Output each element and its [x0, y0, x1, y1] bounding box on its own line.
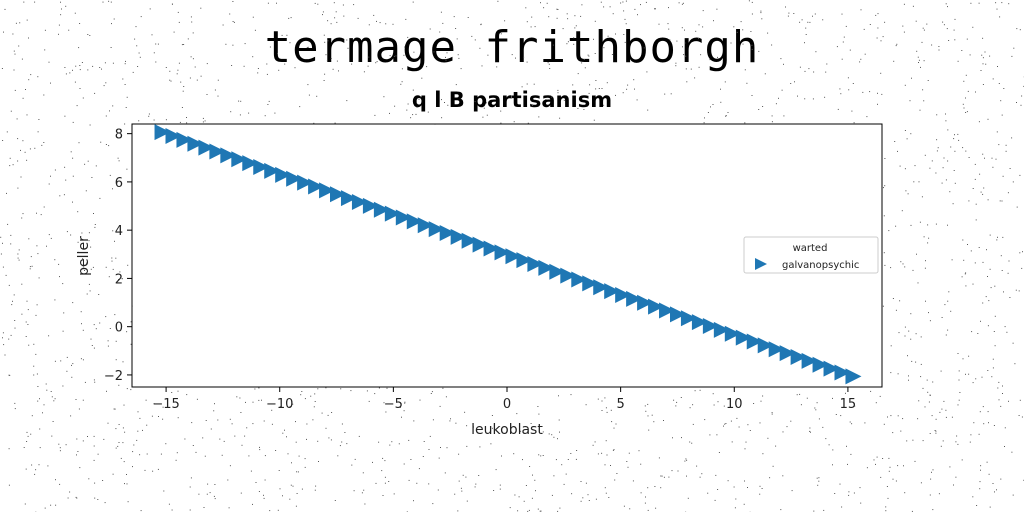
data-points	[154, 124, 862, 385]
data-point	[724, 325, 741, 342]
y-tick-label: 2	[115, 272, 123, 287]
legend-box	[743, 236, 879, 274]
data-point	[319, 182, 336, 199]
data-point	[768, 341, 785, 358]
data-point	[637, 294, 654, 311]
x-axis-label: leukoblast	[471, 422, 543, 438]
data-point	[604, 283, 621, 300]
data-point	[373, 201, 390, 218]
legend: warted galvanopsychic	[743, 236, 879, 274]
data-point	[713, 321, 730, 338]
data-point	[253, 159, 270, 176]
data-point	[757, 337, 774, 354]
data-point	[176, 131, 193, 148]
y-axis: −2 0 2 4 6 8	[104, 128, 132, 384]
data-point	[659, 302, 676, 319]
data-point	[275, 166, 292, 183]
data-point	[615, 287, 632, 304]
x-tick-label: −10	[266, 397, 293, 412]
data-point	[648, 298, 665, 315]
data-point	[428, 221, 445, 238]
data-point	[198, 139, 215, 156]
data-point	[406, 213, 423, 230]
data-point	[351, 193, 368, 210]
data-point	[231, 151, 248, 168]
data-point	[801, 352, 818, 369]
data-point	[483, 240, 500, 257]
data-point	[165, 128, 182, 145]
data-point	[845, 368, 862, 385]
data-point	[560, 267, 577, 284]
chart-title: q l B partisanism	[411, 88, 613, 112]
data-point	[439, 224, 456, 241]
data-point	[582, 275, 599, 292]
y-axis-label: peller	[76, 236, 92, 276]
data-point	[209, 143, 226, 160]
y-tick-label: 0	[115, 321, 123, 336]
data-point	[746, 333, 763, 350]
data-point	[154, 124, 171, 141]
data-point	[450, 228, 467, 245]
data-point	[308, 178, 325, 195]
x-tick-label: 5	[616, 397, 624, 412]
y-tick-label: −2	[104, 369, 123, 384]
data-point	[384, 205, 401, 222]
data-point	[264, 162, 281, 179]
data-point	[549, 263, 566, 280]
data-point	[702, 318, 719, 335]
data-point	[297, 174, 314, 191]
data-point	[812, 356, 829, 373]
y-tick-label: 8	[115, 128, 123, 143]
data-point	[187, 135, 204, 152]
data-point	[527, 255, 544, 272]
legend-series-label: galvanopsychic	[782, 260, 859, 271]
data-point	[516, 252, 533, 269]
x-tick-label: 0	[503, 397, 511, 412]
data-point	[362, 197, 379, 214]
data-point	[220, 147, 237, 164]
x-tick-label: −15	[152, 397, 179, 412]
data-point	[691, 314, 708, 331]
data-point	[626, 290, 643, 307]
x-tick-label: −5	[384, 397, 403, 412]
data-point	[790, 349, 807, 366]
x-tick-label: 10	[726, 397, 743, 412]
data-point	[461, 232, 478, 249]
data-point	[417, 217, 434, 234]
data-point	[472, 236, 489, 253]
legend-marker	[755, 258, 767, 270]
data-point	[593, 279, 610, 296]
data-point	[538, 259, 555, 276]
data-point	[571, 271, 588, 288]
data-point	[834, 364, 851, 381]
data-point	[395, 209, 412, 226]
data-point	[680, 310, 697, 327]
data-point	[669, 306, 686, 323]
data-point	[779, 345, 796, 362]
x-axis: −15 −10 −5 0 5 10 15	[152, 387, 856, 412]
data-point	[735, 329, 752, 346]
y-tick-label: 4	[115, 224, 123, 239]
x-tick-label: 15	[840, 397, 857, 412]
data-point	[340, 190, 357, 207]
data-point	[823, 360, 840, 377]
figure-title: termage frithborgh	[264, 22, 760, 73]
data-point	[286, 170, 303, 187]
data-point	[330, 186, 347, 203]
legend-title: warted	[793, 243, 828, 254]
y-tick-label: 6	[115, 176, 123, 191]
data-point	[494, 244, 511, 261]
data-point	[242, 155, 259, 172]
data-point	[505, 248, 522, 265]
